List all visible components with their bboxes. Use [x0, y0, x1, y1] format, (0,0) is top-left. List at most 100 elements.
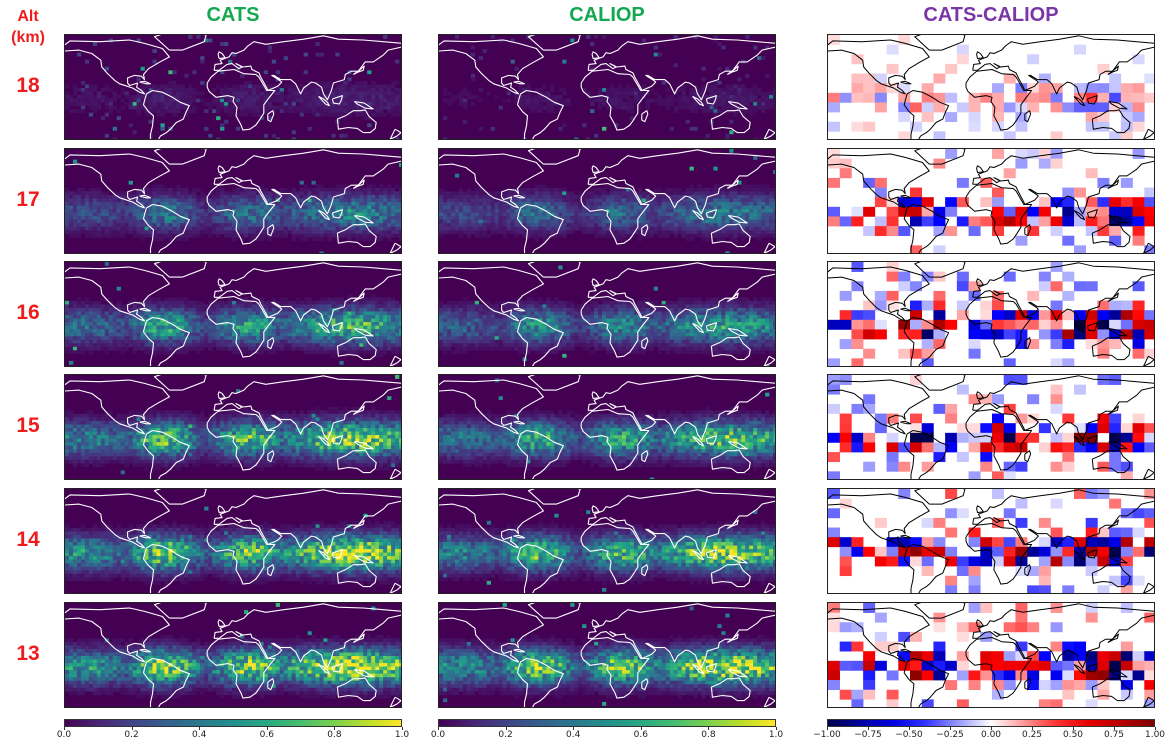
heatmap-cell [933, 92, 946, 103]
heatmap-cell [124, 336, 129, 341]
heatmap-cell [152, 88, 157, 92]
heatmap-cell [558, 105, 563, 110]
heatmap-cell [208, 202, 213, 206]
heatmap-cell [76, 315, 82, 319]
heatmap-cell [502, 216, 507, 220]
heatmap-cell [72, 226, 78, 231]
heatmap-cell [339, 187, 344, 192]
heatmap-cell [530, 198, 535, 203]
heatmap-cell [104, 105, 110, 110]
heatmap-cell [474, 212, 480, 217]
heatmap-cell [243, 198, 249, 203]
heatmap-cell [224, 84, 229, 89]
heatmap-cell [347, 318, 352, 323]
heatmap-cell [220, 187, 225, 192]
heatmap-cell [761, 216, 766, 220]
heatmap-cell [1109, 235, 1122, 246]
heatmap-cell [566, 226, 571, 231]
heatmap-cell [363, 307, 368, 312]
heatmap-cell [168, 304, 173, 309]
heatmap-cell [1038, 92, 1051, 103]
heatmap-cell [212, 226, 217, 231]
heatmap-cell [291, 98, 296, 103]
heatmap-cell [498, 216, 503, 220]
heatmap-cell [399, 209, 401, 213]
heatmap-cell [359, 105, 364, 110]
coastline-path [976, 51, 984, 60]
heatmap-cell [68, 102, 74, 106]
heatmap-cell [773, 226, 775, 231]
heatmap-cell [156, 318, 161, 323]
heatmap-cell [594, 202, 599, 206]
heatmap-cell [232, 300, 237, 305]
heatmap-cell [132, 216, 137, 220]
heatmap-cell [156, 297, 161, 302]
heatmap-cell [327, 336, 332, 341]
heatmap-cell [192, 187, 197, 192]
heatmap-cell [307, 311, 312, 316]
heatmap-cell [251, 300, 257, 305]
heatmap-cell [482, 209, 488, 213]
heatmap-cell [347, 223, 352, 228]
heatmap-cell [208, 219, 213, 224]
heatmap-cell [474, 226, 480, 231]
heatmap-cell [518, 202, 523, 206]
heatmap-cell [144, 95, 149, 99]
heatmap-cell [621, 237, 627, 242]
heatmap-cell [120, 209, 125, 213]
heatmap-cell [311, 216, 316, 220]
heatmap-cell [96, 216, 102, 220]
heatmap-cell [677, 202, 682, 206]
heatmap-cell [96, 329, 102, 333]
heatmap-cell [307, 198, 312, 203]
heatmap-cell [367, 315, 372, 319]
heatmap-cell [323, 219, 328, 224]
heatmap-cell [542, 226, 547, 231]
heatmap-cell [562, 223, 567, 228]
heatmap-cell [271, 209, 277, 213]
heatmap-cell [84, 343, 90, 348]
heatmap-cell [391, 109, 396, 114]
heatmap-cell [84, 336, 90, 341]
heatmap-cell [72, 212, 78, 217]
heatmap-cell [538, 187, 543, 192]
heatmap-cell [399, 105, 401, 110]
heatmap-cell [514, 66, 519, 71]
heatmap-cell [554, 98, 559, 103]
heatmap-cell [128, 336, 133, 341]
heatmap-cell [379, 329, 384, 333]
heatmap-cell [327, 212, 332, 217]
heatmap-cell [737, 205, 742, 210]
heatmap-cell [1097, 112, 1110, 123]
heatmap-cell [383, 311, 388, 316]
heatmap-cell [725, 233, 730, 238]
heatmap-cell [399, 205, 401, 210]
heatmap-cell [84, 209, 90, 213]
heatmap-cell [196, 315, 201, 319]
heatmap-cell [100, 297, 106, 302]
heatmap-cell [617, 95, 623, 99]
heatmap-cell [534, 205, 539, 210]
heatmap-cell [470, 209, 476, 213]
heatmap-cell [395, 191, 400, 196]
heatmap-cell [550, 95, 555, 99]
heatmap-cell [617, 233, 623, 238]
heatmap-cell [359, 109, 364, 114]
heatmap-cell [164, 329, 169, 333]
heatmap-cell [88, 212, 94, 217]
heatmap-cell [1027, 216, 1040, 227]
heatmap-cell [92, 233, 98, 238]
heatmap-cell [315, 98, 320, 103]
heatmap-cell [144, 202, 149, 206]
heatmap-cell [470, 73, 476, 78]
heatmap-cell [243, 223, 249, 228]
heatmap-cell [88, 226, 94, 231]
heatmap-cell [232, 318, 237, 323]
heatmap-cell [239, 223, 245, 228]
heatmap-cell [239, 237, 245, 242]
heatmap-cell [124, 202, 129, 206]
heatmap-cell [590, 219, 595, 224]
heatmap-cell [395, 209, 400, 213]
heatmap-cell [180, 205, 185, 210]
heatmap-cell [255, 226, 261, 231]
